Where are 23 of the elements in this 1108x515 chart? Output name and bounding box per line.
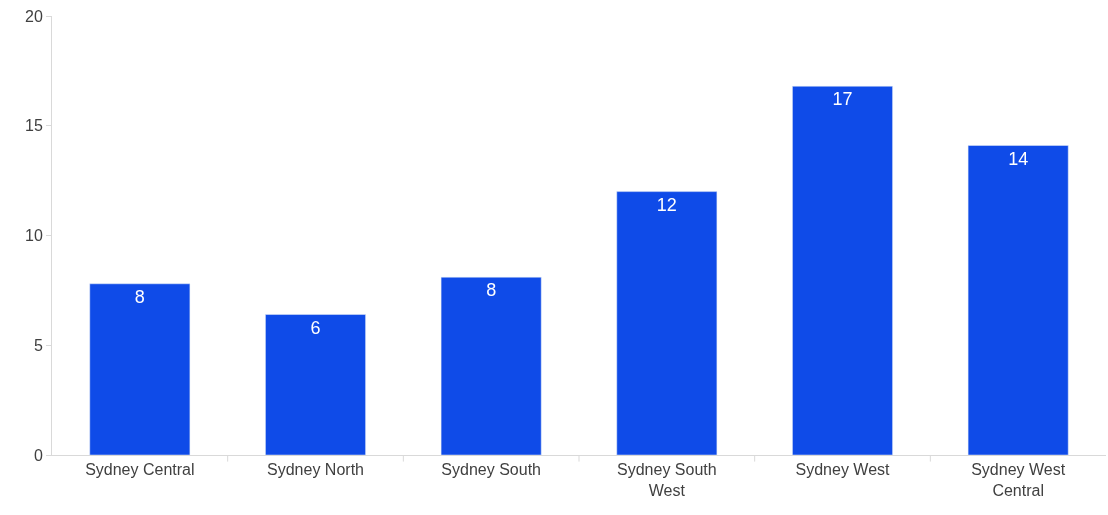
- y-tick-label: 10: [25, 227, 43, 245]
- data-label: 8: [486, 280, 497, 301]
- data-label: 8: [134, 286, 145, 307]
- y-tick-label: 5: [33, 336, 43, 354]
- bar: [440, 276, 542, 455]
- x-tick-label: Sydney West: [795, 461, 891, 479]
- x-tick-label: Sydney South West: [617, 461, 717, 499]
- bar: [967, 145, 1069, 455]
- y-tick-label: 20: [25, 7, 43, 25]
- bar: [89, 283, 191, 455]
- bar: [265, 314, 366, 455]
- bar: [616, 191, 718, 455]
- x-tick-label: Sydney West Central: [971, 461, 1066, 499]
- data-label: 12: [656, 194, 677, 215]
- bar: [792, 85, 893, 455]
- x-tick-label: Sydney North: [267, 461, 364, 479]
- data-label: 14: [1008, 148, 1029, 169]
- y-tick-label: 0: [33, 446, 43, 464]
- data-label: 6: [310, 317, 321, 338]
- data-label: 17: [832, 89, 853, 110]
- x-tick-label: Sydney Central: [85, 461, 195, 479]
- y-tick-label: 15: [25, 117, 43, 135]
- x-tick-label: Sydney South: [441, 461, 541, 479]
